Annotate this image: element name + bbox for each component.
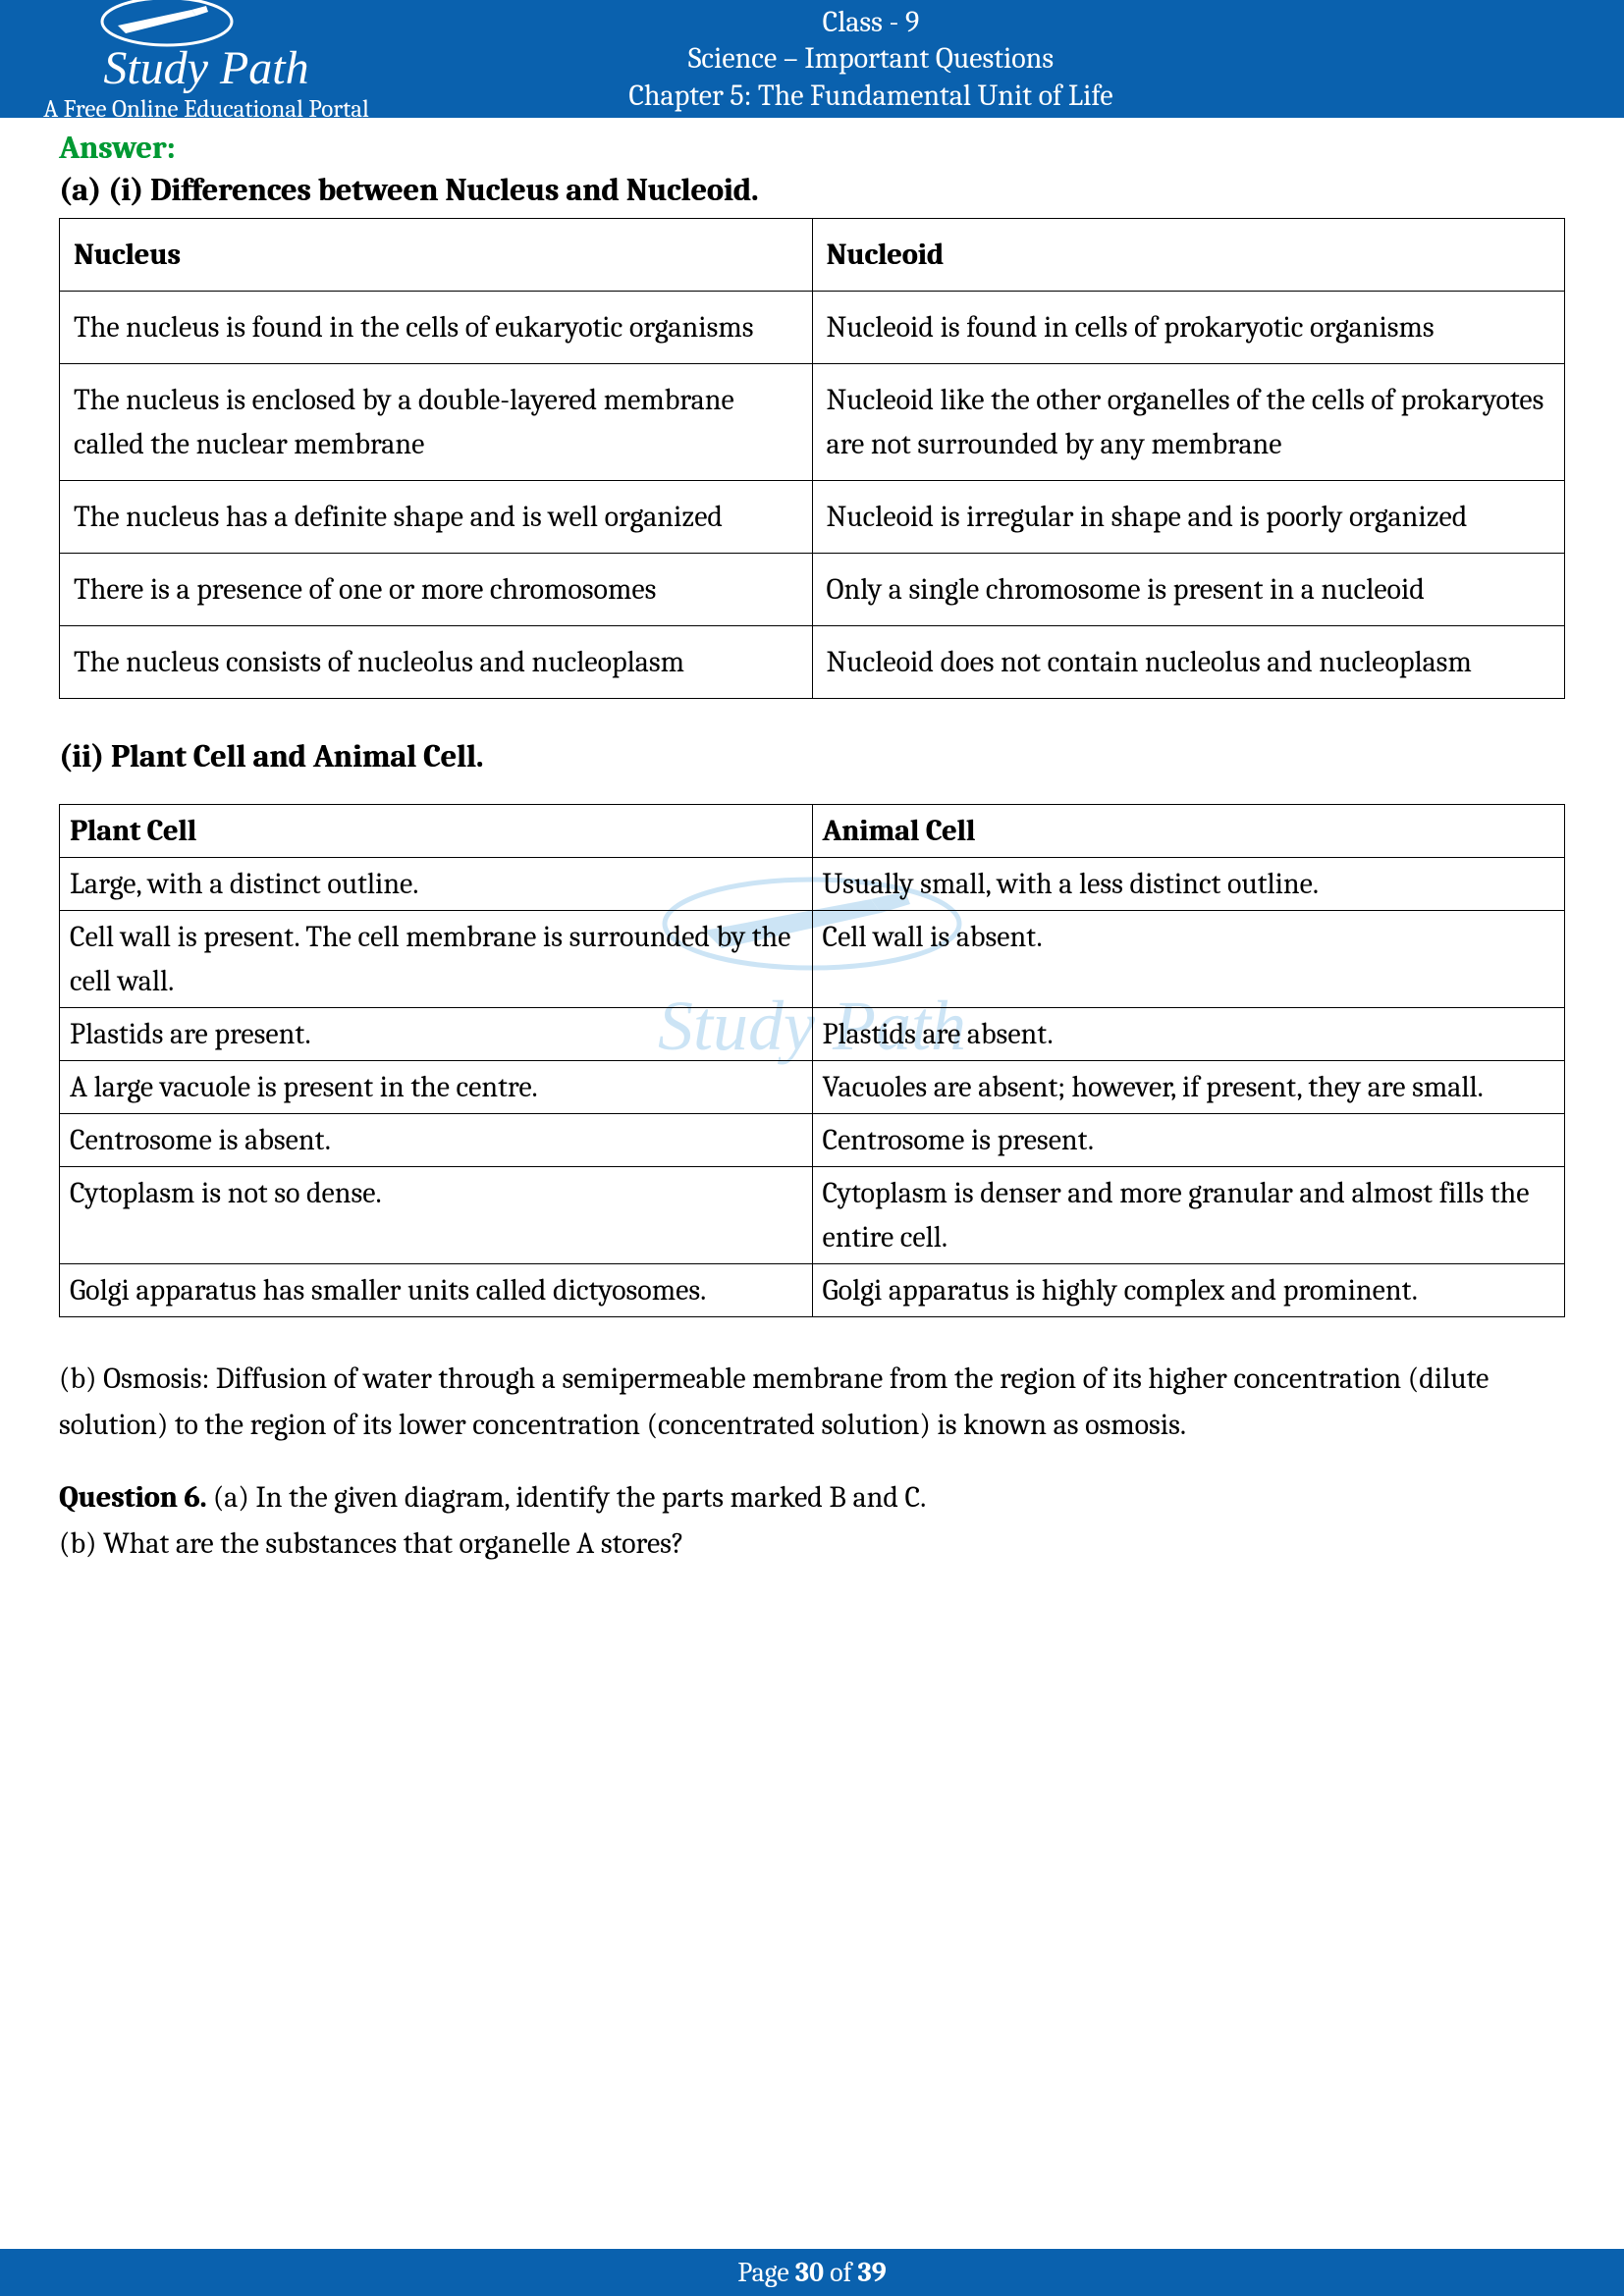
table-cell: Nucleoid like the other organelles of th… <box>812 364 1565 481</box>
table-cell: The nucleus has a definite shape and is … <box>60 481 813 554</box>
footer-current-page: 30 <box>795 2257 824 2288</box>
table-cell: Plastids are absent. <box>812 1008 1565 1061</box>
table-row: Cytoplasm is not so dense. Cytoplasm is … <box>60 1167 1565 1264</box>
main-content: Answer: (a) (i) Differences between Nucl… <box>0 118 1624 1614</box>
table-cell: Nucleoid is found in cells of prokaryoti… <box>812 292 1565 364</box>
header-titles: Class - 9 Science – Important Questions … <box>393 4 1604 115</box>
question-6-b: (b) What are the substances that organel… <box>59 1526 684 1561</box>
table-cell: Plastids are present. <box>60 1008 813 1061</box>
header-line-2: Science – Important Questions <box>393 40 1349 78</box>
table-row: The nucleus has a definite shape and is … <box>60 481 1565 554</box>
table-row: Golgi apparatus has smaller units called… <box>60 1264 1565 1317</box>
table-cell: Vacuoles are absent; however, if present… <box>812 1061 1565 1114</box>
table-cell: Cell wall is present. The cell membrane … <box>60 911 813 1008</box>
table-cell: Cytoplasm is denser and more granular an… <box>812 1167 1565 1264</box>
table-row: The nucleus is found in the cells of euk… <box>60 292 1565 364</box>
table-cell: Only a single chromosome is present in a… <box>812 554 1565 626</box>
table-cell: Cell wall is absent. <box>812 911 1565 1008</box>
page-header: Study Path A Free Online Educational Por… <box>0 0 1624 118</box>
paragraph-b: (b) Osmosis: Diffusion of water through … <box>59 1357 1565 1448</box>
table-cell: The nucleus is found in the cells of euk… <box>60 292 813 364</box>
section-2-heading: (ii) Plant Cell and Animal Cell. <box>59 738 1565 774</box>
table-row: A large vacuole is present in the centre… <box>60 1061 1565 1114</box>
table-cell: Centrosome is absent. <box>60 1114 813 1167</box>
table-cell: Usually small, with a less distinct outl… <box>812 858 1565 911</box>
table-row: The nucleus consists of nucleolus and nu… <box>60 626 1565 699</box>
table-row: There is a presence of one or more chrom… <box>60 554 1565 626</box>
table-cell: A large vacuole is present in the centre… <box>60 1061 813 1114</box>
footer-prefix: Page <box>737 2257 795 2288</box>
table-header-cell: Plant Cell <box>60 805 813 858</box>
table-row: Cell wall is present. The cell membrane … <box>60 911 1565 1008</box>
table-cell: Golgi apparatus is highly complex and pr… <box>812 1264 1565 1317</box>
table-row: Plastids are present. Plastids are absen… <box>60 1008 1565 1061</box>
table-header-cell: Nucleus <box>60 219 813 292</box>
table-header-cell: Nucleoid <box>812 219 1565 292</box>
table-plant-animal: Plant Cell Animal Cell Large, with a dis… <box>59 804 1565 1317</box>
table-row: Centrosome is absent. Centrosome is pres… <box>60 1114 1565 1167</box>
table-cell: Centrosome is present. <box>812 1114 1565 1167</box>
table-header-row: Nucleus Nucleoid <box>60 219 1565 292</box>
table-cell: Nucleoid does not contain nucleolus and … <box>812 626 1565 699</box>
table-header-row: Plant Cell Animal Cell <box>60 805 1565 858</box>
page-footer: Page 30 of 39 <box>0 2249 1624 2296</box>
table-row: Large, with a distinct outline. Usually … <box>60 858 1565 911</box>
table-cell: There is a presence of one or more chrom… <box>60 554 813 626</box>
footer-mid: of <box>824 2257 858 2288</box>
question-6: Question 6. (a) In the given diagram, id… <box>59 1475 1565 1567</box>
table-header-cell: Animal Cell <box>812 805 1565 858</box>
table-row: The nucleus is enclosed by a double-laye… <box>60 364 1565 481</box>
table-cell: Large, with a distinct outline. <box>60 858 813 911</box>
section-1-heading: (a) (i) Differences between Nucleus and … <box>59 172 1565 208</box>
table-cell: Nucleoid is irregular in shape and is po… <box>812 481 1565 554</box>
table-cell: Cytoplasm is not so dense. <box>60 1167 813 1264</box>
table-cell: Golgi apparatus has smaller units called… <box>60 1264 813 1317</box>
footer-total-pages: 39 <box>858 2257 887 2288</box>
table-cell: The nucleus is enclosed by a double-laye… <box>60 364 813 481</box>
header-line-1: Class - 9 <box>393 4 1349 41</box>
question-6-label: Question 6. <box>59 1480 206 1515</box>
header-line-3: Chapter 5: The Fundamental Unit of Life <box>393 78 1349 115</box>
question-6-a: (a) In the given diagram, identify the p… <box>206 1480 926 1515</box>
table-nucleus-nucleoid: Nucleus Nucleoid The nucleus is found in… <box>59 218 1565 699</box>
logo-area: Study Path A Free Online Educational Por… <box>20 0 393 124</box>
answer-label: Answer: <box>59 130 1565 166</box>
brand-name: Study Path <box>103 41 308 95</box>
table-cell: The nucleus consists of nucleolus and nu… <box>60 626 813 699</box>
